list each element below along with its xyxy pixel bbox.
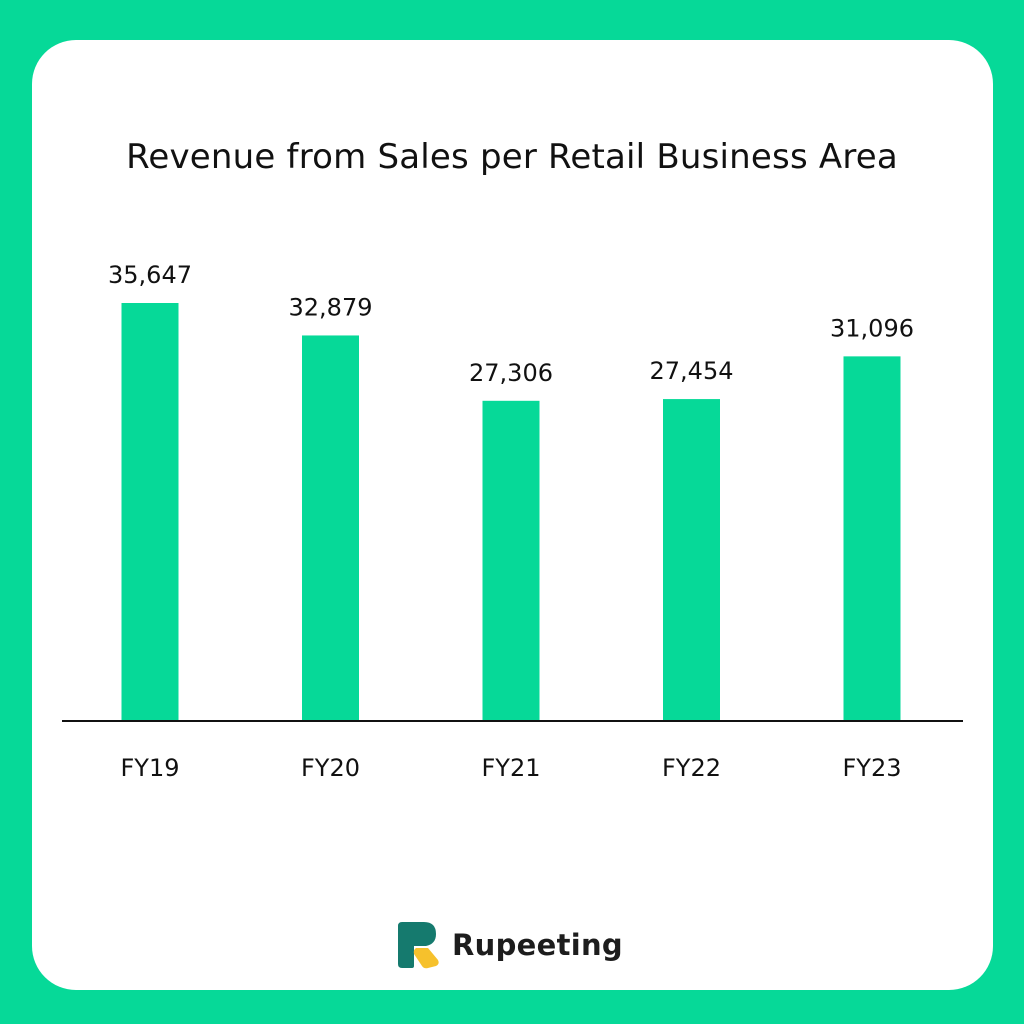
brand: Rupeeting — [396, 920, 623, 970]
tick-label-fy21: FY21 — [481, 754, 540, 782]
tick-labels-layer: FY19 FY20 FY21 FY22 FY23 — [120, 754, 901, 782]
value-labels-layer: 35,647 32,879 27,306 27,454 31,096 — [108, 261, 914, 387]
brand-name: Rupeeting — [452, 928, 623, 962]
bar-fy20 — [302, 335, 359, 721]
value-label-fy20: 32,879 — [289, 293, 373, 321]
tick-label-fy19: FY19 — [120, 754, 179, 782]
bar-fy19 — [121, 303, 179, 721]
bar-fy21 — [482, 400, 540, 721]
chart-title: Revenue from Sales per Retail Business A… — [126, 137, 898, 177]
tick-label-fy22: FY22 — [662, 754, 721, 782]
bar-fy22 — [663, 399, 720, 721]
tick-label-fy23: FY23 — [842, 754, 901, 782]
tick-label-fy20: FY20 — [301, 754, 360, 782]
rupeeting-logo-icon — [398, 922, 439, 969]
bars-layer — [121, 303, 901, 721]
value-label-fy21: 27,306 — [469, 359, 553, 387]
value-label-fy23: 31,096 — [830, 314, 914, 342]
value-label-fy22: 27,454 — [650, 357, 734, 385]
value-label-fy19: 35,647 — [108, 261, 192, 289]
bar-fy23 — [843, 356, 901, 721]
